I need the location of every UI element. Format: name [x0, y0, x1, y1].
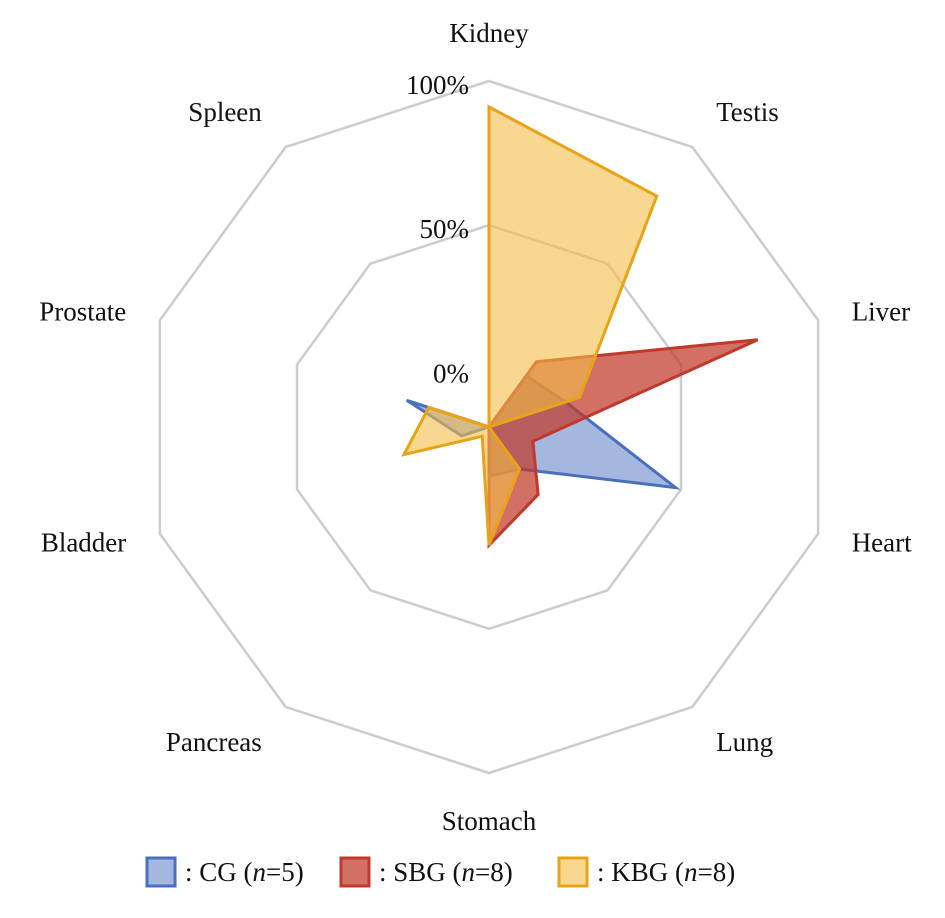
category-label-prostate: Prostate [39, 297, 126, 327]
category-label-heart: Heart [852, 527, 912, 557]
category-label-spleen: Spleen [188, 97, 262, 127]
legend-label-2: : KBG (n=8) [597, 857, 735, 887]
category-label-liver: Liver [852, 297, 910, 327]
category-label-layer: Kidney Testis Liver Heart Lung Stomach Pancrea… [39, 18, 912, 836]
grid-layer [158, 79, 820, 775]
legend-swatch-2 [557, 856, 589, 888]
radial-tick-label: 100% [406, 70, 469, 100]
tick-label-layer: 100% 50% 0% [406, 70, 469, 388]
radial-tick-label: 0% [433, 358, 469, 388]
grid-ring-1 [295, 223, 683, 631]
category-label-lung: Lung [716, 727, 773, 757]
legend-label-0: : CG (n=5) [185, 857, 304, 887]
grid-ring-0 [158, 79, 820, 775]
series-layer [401, 104, 759, 549]
category-label-bladder: Bladder [41, 527, 126, 557]
category-label-pancreas: Pancreas [166, 727, 262, 757]
category-label-testis: Testis [716, 97, 779, 127]
category-label-kidney: Kidney [449, 18, 529, 48]
legend-swatch-1 [339, 856, 371, 888]
legend-swatch-0 [145, 856, 177, 888]
series-2-area [401, 104, 659, 546]
radial-tick-label: 50% [420, 214, 470, 244]
legend: : CG (n=5) : SBG (n=8) : KBG (n=8) [145, 856, 735, 888]
category-label-stomach: Stomach [442, 806, 537, 836]
legend-label-1: : SBG (n=8) [379, 857, 513, 887]
